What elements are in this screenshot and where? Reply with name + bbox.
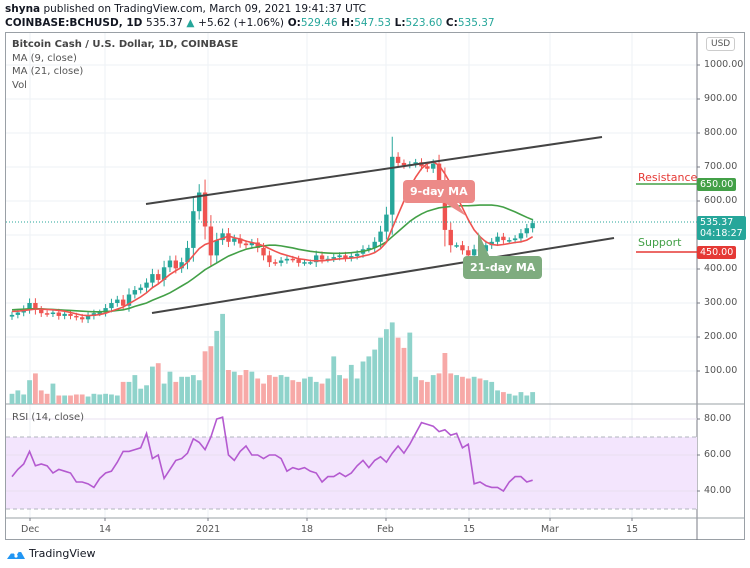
- low-label: L:: [394, 17, 406, 29]
- symbol: COINBASE:BCHUSD, 1D: [5, 17, 143, 29]
- legend-vol[interactable]: Vol: [12, 79, 27, 91]
- support-label: Support: [638, 236, 682, 249]
- legend-ma9[interactable]: MA (9, close): [12, 52, 77, 64]
- header-published: shyna published on TradingView.com, Marc…: [5, 3, 366, 15]
- currency-button[interactable]: USD: [706, 37, 736, 51]
- tradingview-logo[interactable]: TradingView: [6, 547, 95, 560]
- price-tick: 100.00: [704, 365, 738, 376]
- last-price-value: 535.37: [700, 217, 734, 228]
- legend-ma21[interactable]: MA (21, close): [12, 66, 84, 77]
- close-value: 535.37: [457, 17, 495, 29]
- header-symbol-line: COINBASE:BCHUSD, 1D 535.37 ▲ +5.62 (+1.0…: [5, 17, 495, 29]
- last-price-tag: 535.37 04:18:27: [697, 216, 746, 240]
- open-label: O:: [287, 17, 301, 29]
- resistance-label: Resistance: [638, 171, 698, 184]
- rsi-legend[interactable]: RSI (14, close): [12, 412, 85, 423]
- support-price-tag: 450.00: [697, 246, 737, 259]
- last-price: 535.37: [146, 17, 183, 29]
- rsi-tick: 40.00: [704, 485, 732, 496]
- open-value: 529.46: [300, 17, 338, 29]
- published-text: published on TradingView.com, March 09, …: [43, 3, 366, 15]
- price-tick: 200.00: [704, 331, 738, 342]
- price-tick: 400.00: [704, 263, 738, 274]
- time-tick: 2021: [196, 524, 221, 535]
- up-arrow-icon: ▲: [186, 17, 195, 29]
- resistance-price-tag: 650.00: [697, 178, 737, 191]
- ma21-callout: 21-day MA: [463, 256, 543, 279]
- rsi-tick: 60.00: [704, 449, 732, 460]
- price-tick: 800.00: [704, 127, 738, 138]
- low-value: 523.60: [405, 17, 443, 29]
- legend-title: Bitcoin Cash / U.S. Dollar, 1D, COINBASE: [12, 39, 239, 50]
- price-tick: 700.00: [704, 161, 738, 172]
- price-tick: 300.00: [704, 297, 738, 308]
- time-tick: Feb: [377, 524, 394, 535]
- bar-countdown: 04:18:27: [700, 228, 743, 239]
- price-tick: 600.00: [704, 195, 738, 206]
- time-tick: Mar: [541, 524, 559, 535]
- high-label: H:: [341, 17, 355, 29]
- tradingview-cloud-icon: [7, 548, 25, 559]
- time-tick: 18: [301, 524, 314, 535]
- time-tick: 15: [463, 524, 476, 535]
- chart-frame[interactable]: [5, 32, 745, 540]
- brand-name: TradingView: [29, 547, 96, 560]
- price-change: +5.62 (+1.06%): [198, 17, 285, 29]
- publisher-name: shyna: [5, 3, 41, 15]
- time-tick: 15: [626, 524, 639, 535]
- time-tick: Dec: [21, 524, 40, 535]
- price-tick: 900.00: [704, 93, 738, 104]
- chart-legend: Bitcoin Cash / U.S. Dollar, 1D, COINBASE…: [12, 38, 238, 92]
- time-tick: 14: [99, 524, 112, 535]
- high-value: 547.53: [354, 17, 391, 29]
- close-label: C:: [445, 17, 458, 29]
- ma9-callout: 9-day MA: [403, 180, 475, 203]
- rsi-tick: 80.00: [704, 413, 732, 424]
- price-tick: 1000.00: [704, 59, 744, 70]
